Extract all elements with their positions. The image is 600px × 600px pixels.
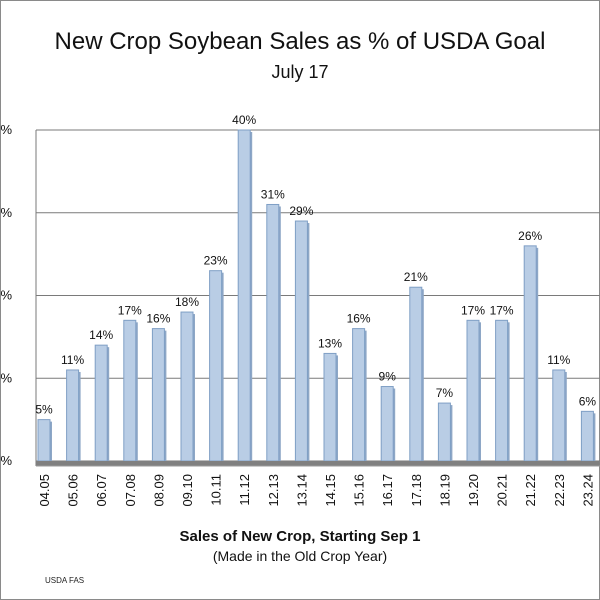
- bar: [151, 328, 165, 462]
- x-tick-label: 21.22: [523, 474, 538, 507]
- chart-subtitle: July 17: [271, 62, 329, 82]
- bar: [266, 203, 280, 462]
- bar: [380, 386, 394, 462]
- bar-side: [307, 223, 310, 461]
- bar-side: [107, 347, 110, 461]
- y-tick-label: %: [0, 453, 12, 468]
- x-tick-label: 20.21: [495, 474, 510, 507]
- x-tick-label: 17.18: [409, 474, 424, 507]
- bar: [123, 319, 137, 462]
- y-tick-label: %: [0, 288, 12, 303]
- data-label: 17%: [461, 303, 485, 317]
- bar-side: [593, 413, 596, 461]
- x-tick-label: 23.24: [580, 474, 595, 507]
- data-label: 18%: [175, 295, 199, 309]
- data-label: 11%: [61, 353, 84, 367]
- y-tick-label: %: [0, 122, 12, 137]
- data-label: 17%: [118, 303, 142, 317]
- bar: [180, 311, 194, 462]
- bar: [352, 328, 366, 462]
- x-tick-label: 22.23: [552, 474, 567, 507]
- data-label: 7%: [436, 386, 454, 400]
- bar-side: [164, 330, 167, 461]
- x-tick-label: 13.14: [294, 474, 309, 507]
- y-tick-label: %: [0, 370, 12, 385]
- bar: [409, 286, 423, 462]
- bar-side: [393, 388, 396, 461]
- x-axis-sublabel: (Made in the Old Crop Year): [212, 548, 388, 564]
- bar: [94, 344, 108, 462]
- data-label: 31%: [261, 187, 285, 201]
- bar: [523, 245, 537, 462]
- bar-side: [221, 272, 224, 461]
- bar: [495, 319, 509, 462]
- bar: [580, 410, 594, 462]
- bar-side: [50, 421, 52, 461]
- data-label: 16%: [146, 312, 170, 326]
- bar: [209, 270, 223, 462]
- data-label: 16%: [347, 312, 371, 326]
- bar-side: [336, 355, 338, 461]
- bar-side: [450, 405, 453, 461]
- x-tick-label: 15.16: [352, 474, 367, 507]
- bar: [294, 220, 308, 462]
- x-tick-label: 06.07: [94, 474, 109, 507]
- bar-side: [564, 371, 567, 461]
- data-label: 40%: [232, 113, 256, 127]
- bar-side: [250, 132, 253, 461]
- bar: [552, 369, 566, 462]
- bar: [66, 369, 80, 462]
- x-tick-label: 16.17: [380, 474, 395, 507]
- chart-title: New Crop Soybean Sales as % of USDA Goal: [54, 28, 546, 55]
- data-label: 11%: [547, 353, 570, 367]
- x-tick-label: 14.15: [323, 474, 338, 507]
- bar-side: [193, 314, 195, 461]
- data-label: 17%: [490, 303, 514, 317]
- bar-side: [135, 322, 138, 461]
- bar: [437, 402, 451, 462]
- data-label: 13%: [318, 336, 342, 350]
- source-note: USDA FAS: [45, 576, 85, 585]
- x-tick-label: 18.19: [437, 474, 452, 507]
- chart-floor: [36, 461, 600, 466]
- bar-side: [78, 371, 81, 461]
- x-tick-label: 04.05: [37, 474, 52, 507]
- data-label: 5%: [35, 403, 53, 417]
- bar-side: [536, 247, 539, 461]
- x-tick-label: 07.08: [123, 474, 138, 507]
- x-axis-label: Sales of New Crop, Starting Sep 1: [179, 528, 421, 545]
- data-label: 29%: [289, 204, 313, 218]
- data-label: 21%: [404, 270, 428, 284]
- data-label: 9%: [379, 370, 397, 384]
- x-tick-label: 10.11: [209, 474, 224, 506]
- data-label: 23%: [204, 254, 228, 268]
- bar-side: [507, 322, 510, 461]
- x-tick-label: 11.12: [237, 474, 252, 506]
- x-tick-label: 09.10: [180, 474, 195, 507]
- data-label: 6%: [579, 394, 597, 408]
- bar: [237, 129, 251, 462]
- bar-side: [421, 289, 424, 461]
- bar: [323, 352, 337, 462]
- data-label: 26%: [518, 229, 542, 243]
- bar: [37, 419, 51, 462]
- bar-side: [479, 322, 481, 461]
- bar-side: [364, 330, 367, 461]
- x-tick-label: 08.09: [151, 474, 166, 507]
- x-tick-label: 12.13: [266, 474, 281, 507]
- bar: [466, 319, 480, 462]
- bar-side: [278, 206, 281, 461]
- data-label: 14%: [89, 328, 113, 342]
- y-tick-label: %: [0, 205, 12, 220]
- x-tick-label: 19.20: [466, 474, 481, 507]
- x-tick-label: 05.06: [66, 474, 81, 507]
